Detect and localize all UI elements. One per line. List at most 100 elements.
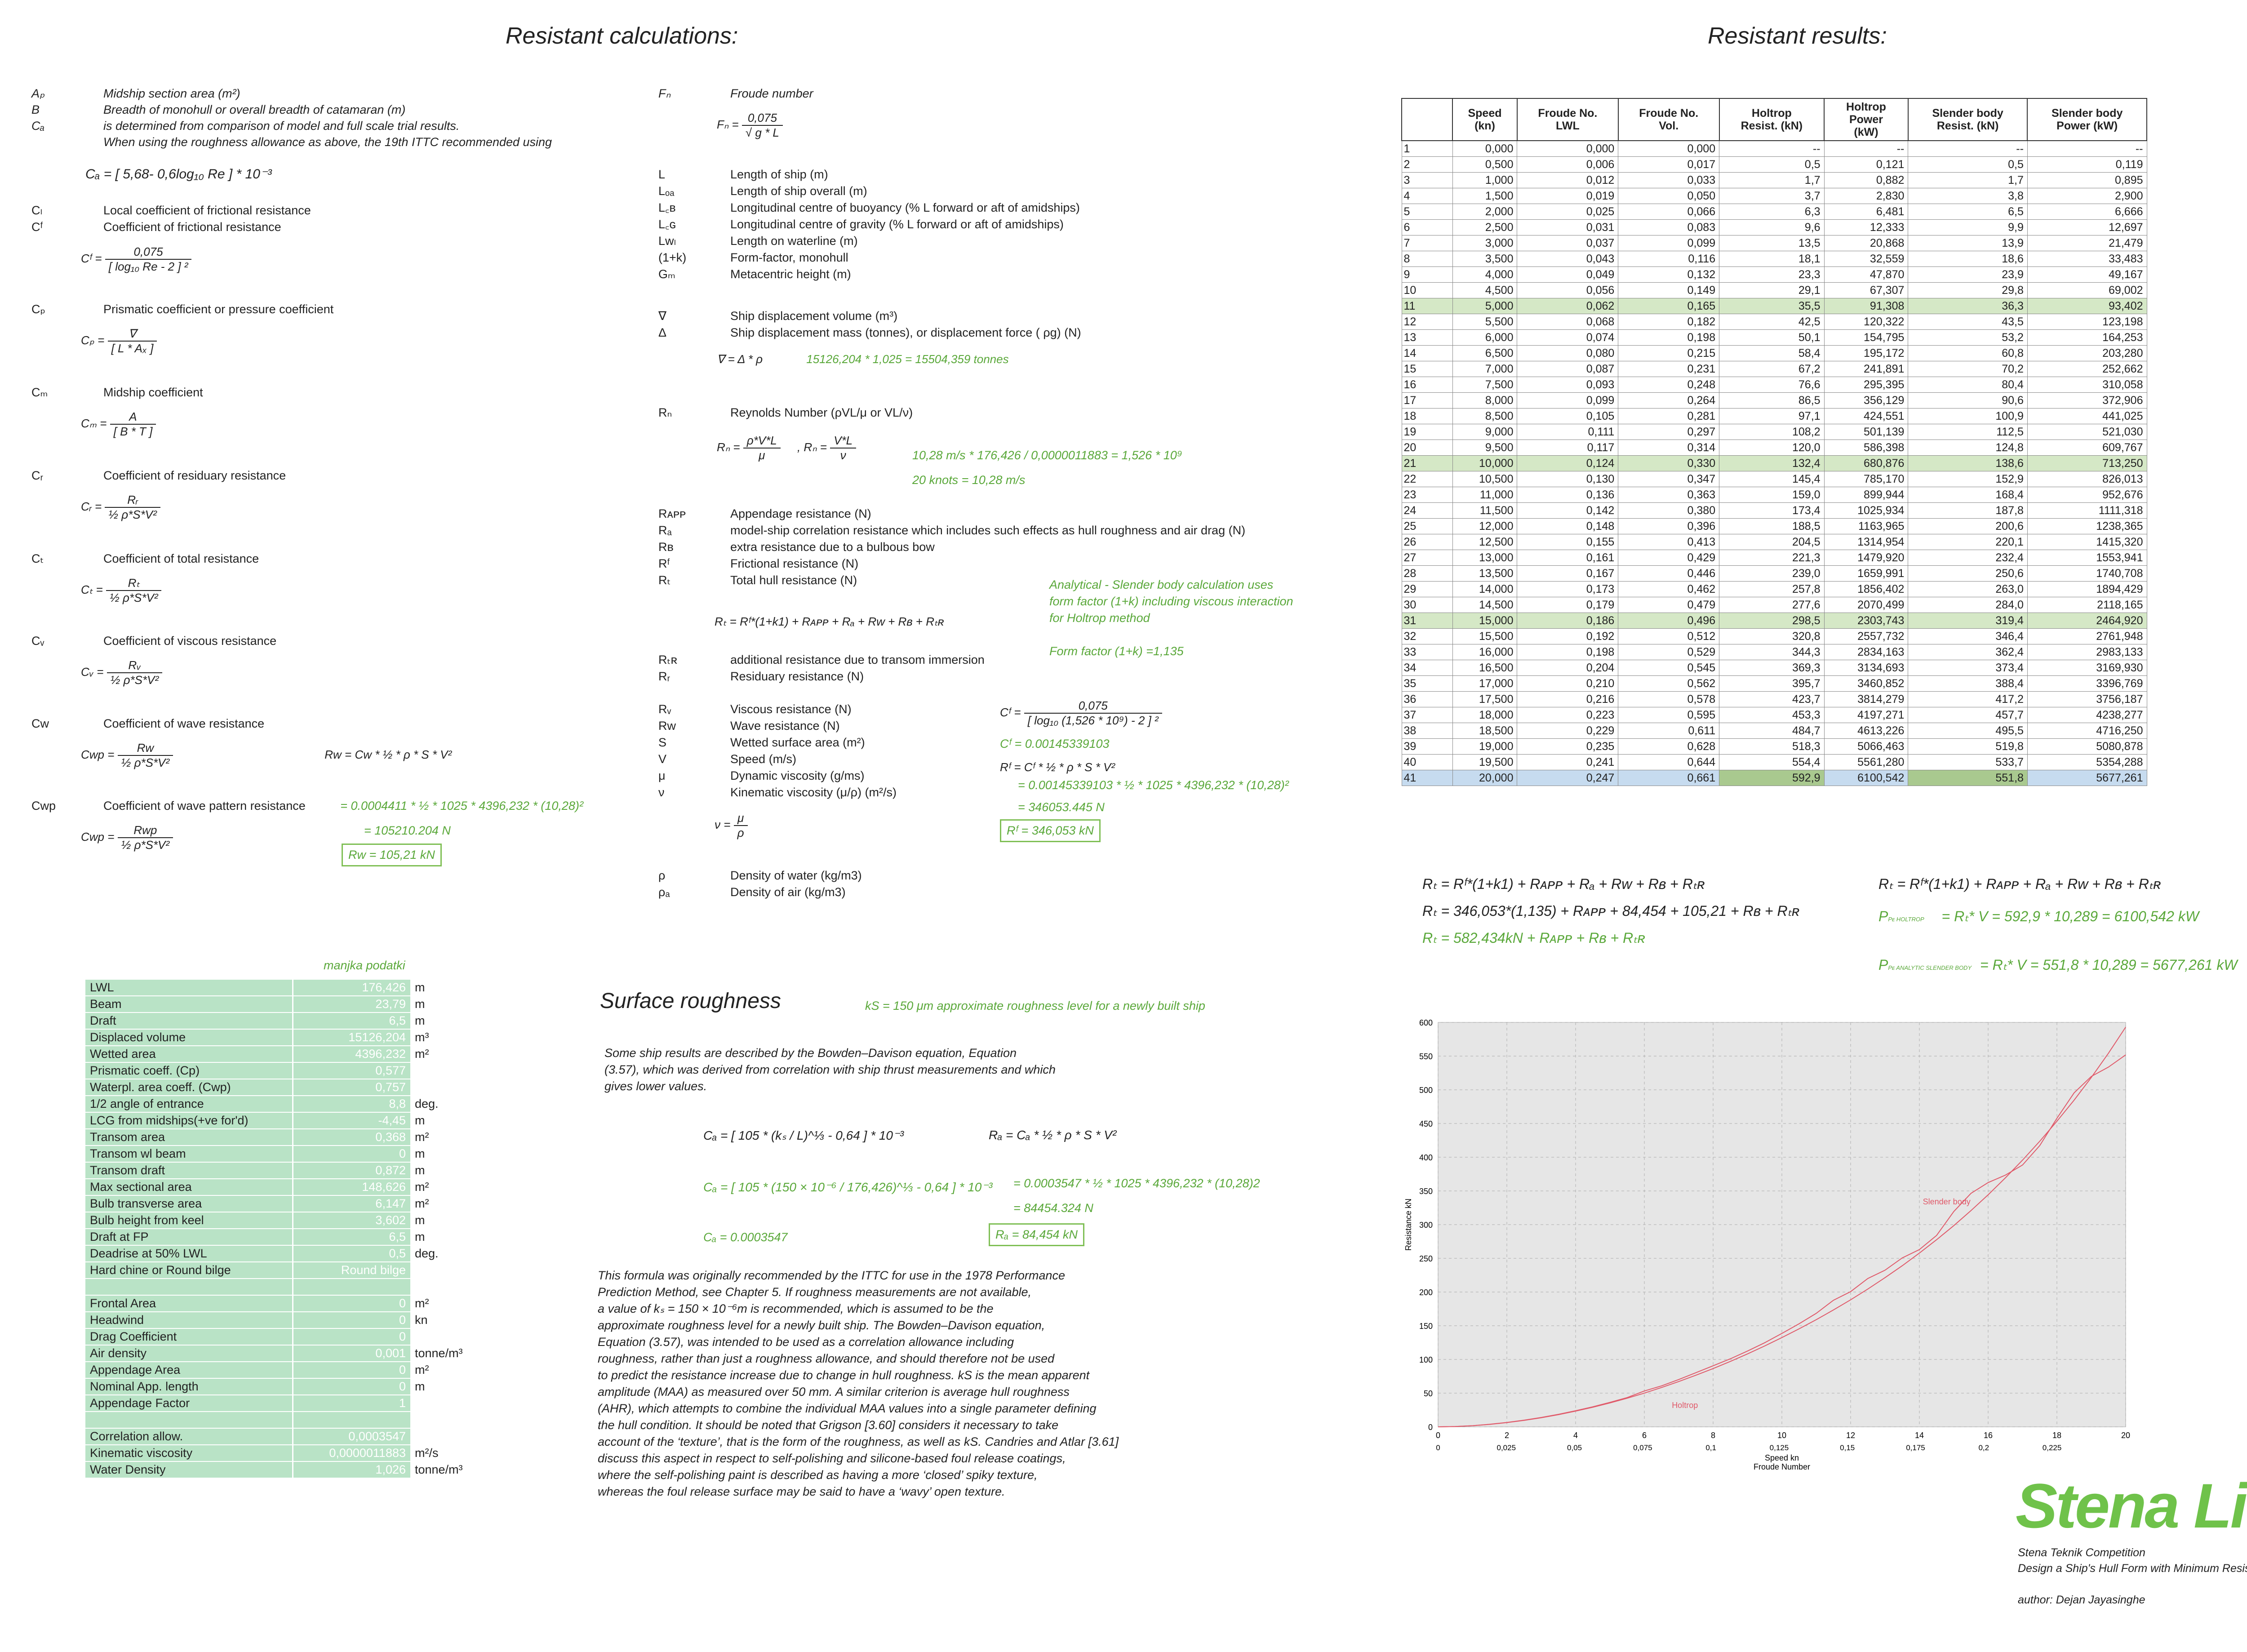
results-cell: 0,105 [1517,408,1619,424]
results-row: 41 20,000 0,247 0,661 592,9 6100,542 551,8 5677… [1401,770,2147,786]
results-cell: 284,0 [1908,597,2028,613]
results-cell: 441,025 [2027,408,2147,424]
results-cell: 6 [1401,219,1453,235]
input-lbl: Bulb height from keel [85,1212,293,1229]
results-cell: 0,446 [1618,565,1720,582]
results-row: 22 10,500 0,130 0,347 145,4 785,170 152,9 826,0… [1401,471,2147,487]
chart-x-tick: 18 [2052,1431,2061,1440]
results-cell: 2070,499 [1824,597,1909,613]
results-cell: 120,0 [1719,440,1825,456]
results-cell: 19,000 [1452,738,1518,755]
input-row [85,1279,482,1296]
results-cell: 0,363 [1618,487,1720,503]
results-cell: 372,906 [2027,392,2147,409]
results-cell: 3,000 [1452,235,1518,251]
input-unit: m² [410,1179,482,1196]
results-cell: 0,099 [1517,392,1619,409]
results-cell: 2,900 [2027,188,2147,204]
chart-series-slender-body [1438,1054,2126,1427]
surface-text-line: amplitude (MAA) as measured over 50 mm. … [598,1385,1070,1399]
results-cell: 188,5 [1719,518,1825,534]
chart-froude-tick: 0 [1436,1443,1440,1452]
results-cell: 221,3 [1719,550,1825,566]
results-row: 15 7,000 0,087 0,231 67,2 241,891 70,2 252,662 [1401,361,2147,377]
results-cell: 0,066 [1618,204,1720,220]
input-unit [410,1412,482,1429]
results-cell: 4716,250 [2027,723,2147,739]
results-cell: 38 [1401,723,1453,739]
results-cell: 952,676 [2027,487,2147,503]
results-row: 13 6,000 0,074 0,198 50,1 154,795 53,2 164,253 [1401,329,2147,346]
input-unit: deg. [410,1096,482,1113]
results-cell: 14 [1401,345,1453,361]
results-cell: 4197,271 [1824,707,1909,723]
results-cell: 0,661 [1618,770,1720,786]
results-row: 19 9,000 0,111 0,297 108,2 501,139 112,5 521,03… [1401,424,2147,440]
results-cell: 1111,318 [2027,502,2147,519]
input-val: 6,147 [292,1195,410,1212]
cf-defs: Cₗ Local coefficient of frictional resist… [31,204,311,234]
results-cell: 0,297 [1618,424,1720,440]
results-cell: 3814,279 [1824,691,1909,707]
results-cell: 0,229 [1517,723,1619,739]
results-cell: 2118,165 [2027,597,2147,613]
input-val: 0,368 [292,1129,410,1146]
length-defs: L Length of ship (m) Lₒₐ Length of ship ov… [658,168,1080,281]
input-lbl: Frontal Area [85,1295,293,1312]
results-cell: 0,314 [1618,440,1720,456]
results-row: 23 11,000 0,136 0,363 159,0 899,944 168,4 952,6… [1401,487,2147,503]
input-unit [410,1395,482,1412]
rt-right-1: Rₜ = Rᶠ*(1+k1) + Rᴀᴘᴘ + Rₐ + Rw + Rʙ + R… [1878,876,2161,892]
input-lbl: Appendage Factor [85,1395,293,1412]
results-row: 21 10,000 0,124 0,330 132,4 680,876 138,6 713,2… [1401,455,2147,471]
results-cell: 58,4 [1719,345,1825,361]
input-val: 6,5 [292,1013,410,1030]
results-cell: 3169,930 [2027,660,2147,676]
input-val: 0 [292,1328,410,1346]
rt-line-3: Rₜ = 582,434kN + Rᴀᴘᴘ + Rʙ + Rₜʀ [1422,930,1645,946]
bowden-davison-formula: Cₐ = [ 105 * (kₛ / L)^⅓ - 0,64 ] * 10⁻³ [703,1128,904,1142]
results-cell: 0,413 [1618,534,1720,550]
input-row: Bulb height from keel 3,602 m [85,1212,482,1229]
results-cell: 1740,708 [2027,565,2147,582]
input-unit: deg. [410,1245,482,1262]
input-unit: m² [410,1129,482,1146]
results-cell: -- [1719,140,1825,157]
results-cell: 16,000 [1452,644,1518,660]
density-defs: ρ Density of water (kg/m3) ρₐ Density of a… [658,869,862,899]
results-cell: 90,6 [1908,392,2028,409]
results-cell: 0,031 [1517,219,1619,235]
results-cell: 252,662 [2027,361,2147,377]
results-cell: 373,4 [1908,660,2028,676]
chart-y-tick: 100 [1419,1355,1433,1364]
chart-y-tick: 600 [1419,1018,1433,1027]
results-cell: 424,551 [1824,408,1909,424]
surface-intro: Some ship results are described by the B… [604,1046,1056,1093]
results-cell: 33 [1401,644,1453,660]
results-cell: 0,223 [1517,707,1619,723]
input-lbl: Air density [85,1345,293,1362]
results-cell: 3134,693 [1824,660,1909,676]
surface-text-line: to predict the resistance increase due t… [598,1368,1090,1382]
results-cell: 1,000 [1452,172,1518,188]
results-cell: 232,4 [1908,550,2028,566]
input-unit: m² [410,1362,482,1379]
input-lbl: Wetted area [85,1046,293,1063]
results-cell: 785,170 [1824,471,1909,487]
input-unit [410,1262,482,1279]
cv-block: Cᵥ Coefficient of viscous resistance Cᵥ =… [31,634,277,687]
results-cell: 12,697 [2027,219,2147,235]
results-cell: 69,002 [2027,282,2147,298]
chart-froude-tick: 0,025 [1497,1443,1516,1452]
results-cell: 0,019 [1517,188,1619,204]
results-row: 12 5,500 0,068 0,182 42,5 120,322 43,5 123,198 [1401,314,2147,330]
results-cell: 521,030 [2027,424,2147,440]
results-cell: 8,500 [1452,408,1518,424]
results-cell: 0,182 [1618,314,1720,330]
results-cell: 18,000 [1452,707,1518,723]
input-val: 0,0000011883 [292,1445,410,1462]
results-cell: 0,186 [1517,613,1619,629]
chart-y-tick: 550 [1419,1052,1433,1061]
input-row: Deadrise at 50% LWL 0,5 deg. [85,1245,482,1262]
